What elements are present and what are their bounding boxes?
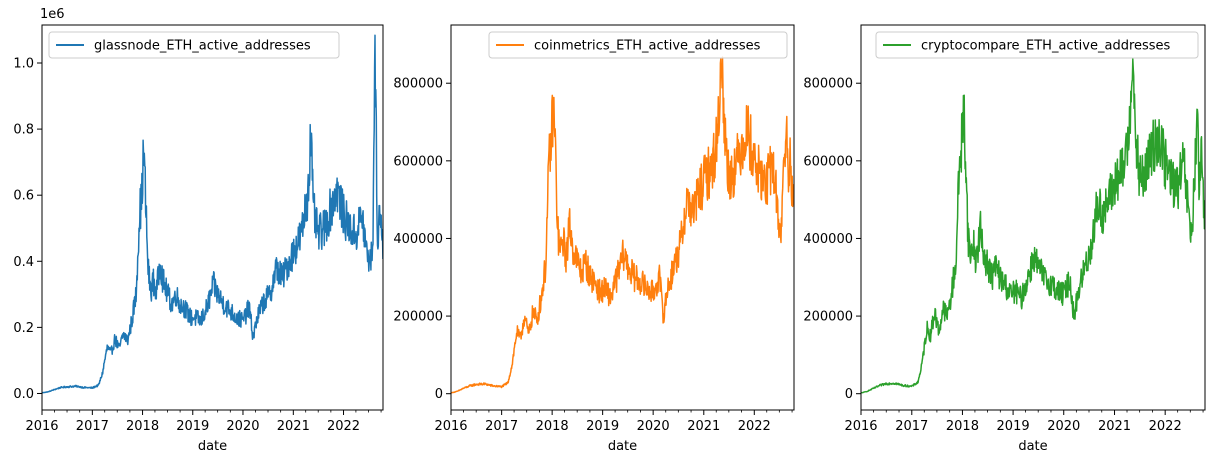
axes-frame (41, 24, 384, 411)
y-axis: 0 200000 400000 600000 800000 (803, 77, 861, 402)
y-tick-label: 0.8 (13, 123, 34, 138)
series-lines (42, 34, 383, 394)
y-tick-label: 800000 (803, 77, 853, 92)
x-tick-label: 2022 (1149, 419, 1182, 434)
legend-label: cryptocompare_ETH_active_addresses (921, 39, 1171, 54)
y-tick-label: 600000 (393, 154, 443, 169)
x-tick-label: 2018 (126, 419, 159, 434)
y-tick-label: 1.0 (13, 57, 34, 72)
x-tick-label: 2020 (637, 419, 670, 434)
x-tick-label: 2021 (1098, 419, 1131, 434)
y-axis: 0.0 0.2 0.4 0.6 0.8 1.0 (13, 57, 42, 402)
legend-box (875, 31, 1199, 59)
legend-box (48, 31, 340, 59)
legend: cryptocompare_ETH_active_addresses (875, 31, 1199, 59)
series-lines (861, 58, 1205, 394)
x-axis: 2016 2017 2018 2019 2020 2021 2022 (434, 410, 793, 434)
series-line (861, 58, 1205, 394)
x-tick-label: 2018 (946, 419, 979, 434)
y-tick-label: 200000 (803, 310, 853, 325)
series-line (451, 56, 794, 394)
y-tick-label: 200000 (393, 310, 443, 325)
y-tick-label: 400000 (393, 232, 443, 247)
x-tick-label: 2017 (485, 419, 518, 434)
legend: glassnode_ETH_active_addresses (48, 31, 340, 59)
x-tick-label: 2017 (76, 419, 109, 434)
x-tick-label: 2019 (997, 419, 1030, 434)
x-tick-label: 2020 (226, 419, 259, 434)
y-tick-label: 0 (435, 387, 443, 402)
x-axis: 2016 2017 2018 2019 2020 2021 2022 (25, 410, 382, 434)
y-tick-label: 0.0 (13, 387, 34, 402)
x-tick-label: 2021 (687, 419, 720, 434)
y-tick-label: 600000 (803, 154, 853, 169)
y-tick-label: 0.6 (13, 189, 34, 204)
legend-box (488, 31, 788, 59)
series-lines (451, 56, 794, 394)
x-tick-label: 2021 (277, 419, 310, 434)
glassnode-chart-panel: 2016 2017 2018 2019 2020 2021 2022 0.00.20.40.… (13, 7, 384, 454)
cryptocompare-chart-panel: 2016 2017 2018 2019 2020 2021 2022 0 200000 4000… (803, 24, 1206, 454)
series-line (42, 34, 383, 394)
coinmetrics-chart-panel: 2016 2017 2018 2019 2020 2021 2022 0 200000 4000… (393, 24, 795, 454)
x-tick-label: 2022 (327, 419, 360, 434)
x-axis-label: date (1018, 439, 1047, 454)
legend-label: glassnode_ETH_active_addresses (94, 39, 311, 54)
x-axis-label: date (608, 439, 637, 454)
x-tick-label: 2018 (536, 419, 569, 434)
x-tick-label: 2019 (586, 419, 619, 434)
y-offset-text: 1e6 (40, 7, 65, 22)
x-tick-label: 2019 (176, 419, 209, 434)
y-tick-label: 0 (845, 387, 853, 402)
y-tick-label: 400000 (803, 232, 853, 247)
x-axis: 2016 2017 2018 2019 2020 2021 2022 (844, 410, 1204, 434)
x-tick-label: 2017 (895, 419, 928, 434)
x-tick-label: 2016 (25, 419, 58, 434)
plot-area (451, 25, 794, 410)
y-tick-label: 0.4 (13, 255, 34, 270)
y-tick-label: 800000 (393, 77, 443, 92)
x-axis-label: date (198, 439, 227, 454)
y-axis: 0 200000 400000 600000 800000 (393, 77, 451, 402)
x-tick-label: 2016 (434, 419, 467, 434)
axes-frame (860, 24, 1206, 411)
y-tick-label: 0.2 (13, 321, 34, 336)
x-tick-label: 2020 (1047, 419, 1080, 434)
legend-label: coinmetrics_ETH_active_addresses (534, 39, 761, 54)
legend: coinmetrics_ETH_active_addresses (488, 31, 788, 59)
x-tick-label: 2016 (844, 419, 877, 434)
plot-area (861, 25, 1205, 410)
x-tick-label: 2022 (738, 419, 771, 434)
axes-frame (450, 24, 795, 411)
